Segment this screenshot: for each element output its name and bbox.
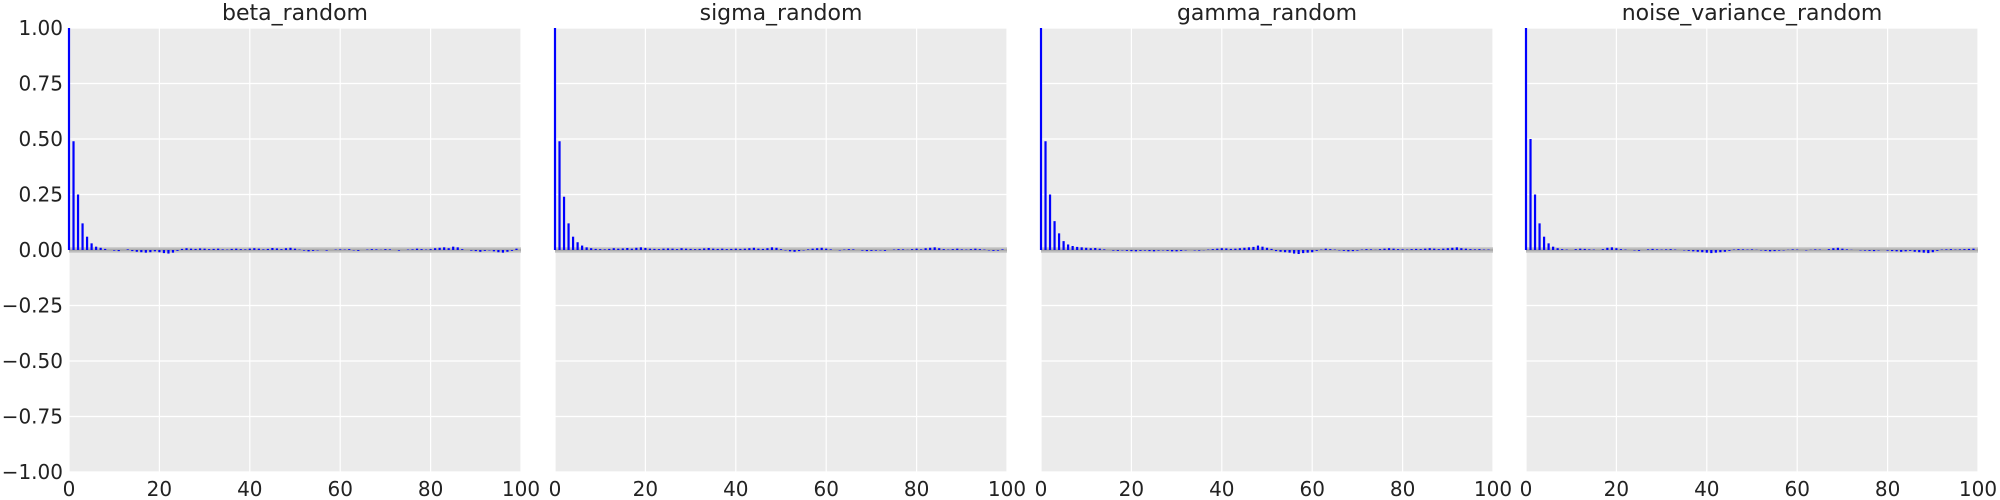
x-tick-label: 40 (1209, 477, 1234, 500)
panel-title: sigma_random (700, 1, 863, 26)
y-tick-label: 0.75 (18, 72, 63, 96)
acf-bars (553, 28, 1004, 252)
panel-title: noise_variance_random (1622, 1, 1883, 26)
x-tick-label: 100 (502, 477, 540, 500)
x-tick-label: 20 (147, 477, 172, 500)
y-tick-label: −0.50 (2, 349, 63, 373)
y-tick-label: 1.00 (18, 16, 63, 40)
acf-bars (1039, 28, 1490, 254)
x-tick-label: 100 (988, 477, 1026, 500)
x-tick-label: 80 (904, 477, 929, 500)
acf-panel: beta_random 0 20 40 60 80 100 1.00 0.75 0.50 0.25 0… (2, 1, 540, 500)
acf-panel: noise_variance_random 0 20 40 60 80 100 (1520, 1, 1997, 500)
y-tick-label: 0.50 (18, 127, 63, 151)
panel-title: gamma_random (1177, 1, 1357, 26)
x-tick-label: 0 (1520, 477, 1533, 500)
x-tick-label: 80 (418, 477, 443, 500)
x-tick-label: 100 (1474, 477, 1512, 500)
x-tick-label: 20 (1604, 477, 1629, 500)
y-tick-label: −0.75 (2, 405, 63, 429)
x-tick-label: 80 (1390, 477, 1415, 500)
y-tick-label: 0.25 (18, 183, 63, 207)
x-tick-label: 100 (1959, 477, 1997, 500)
x-tick-label: 60 (1784, 477, 1809, 500)
acf-panel: gamma_random 0 20 40 60 80 100 (1035, 1, 1512, 500)
x-tick-label: 60 (327, 477, 352, 500)
y-tick-label: −0.25 (2, 294, 63, 318)
x-tick-label: 20 (633, 477, 658, 500)
y-tick-label: 0.00 (18, 238, 63, 262)
y-tick-label: −1.00 (2, 460, 63, 484)
x-tick-label: 0 (1035, 477, 1048, 500)
x-tick-label: 40 (1694, 477, 1719, 500)
x-tick-label: 0 (549, 477, 562, 500)
x-tick-label: 20 (1119, 477, 1144, 500)
x-tick-label: 60 (813, 477, 838, 500)
acf-bars (1524, 28, 1975, 254)
acf-bars (67, 28, 518, 254)
x-tick-label: 40 (723, 477, 748, 500)
x-tick-label: 40 (237, 477, 262, 500)
panel-title: beta_random (222, 1, 368, 26)
x-tick-label: 0 (63, 477, 76, 500)
x-tick-label: 60 (1299, 477, 1324, 500)
x-tick-label: 80 (1875, 477, 1900, 500)
acf-panel: sigma_random 0 20 40 60 80 100 (549, 1, 1026, 500)
